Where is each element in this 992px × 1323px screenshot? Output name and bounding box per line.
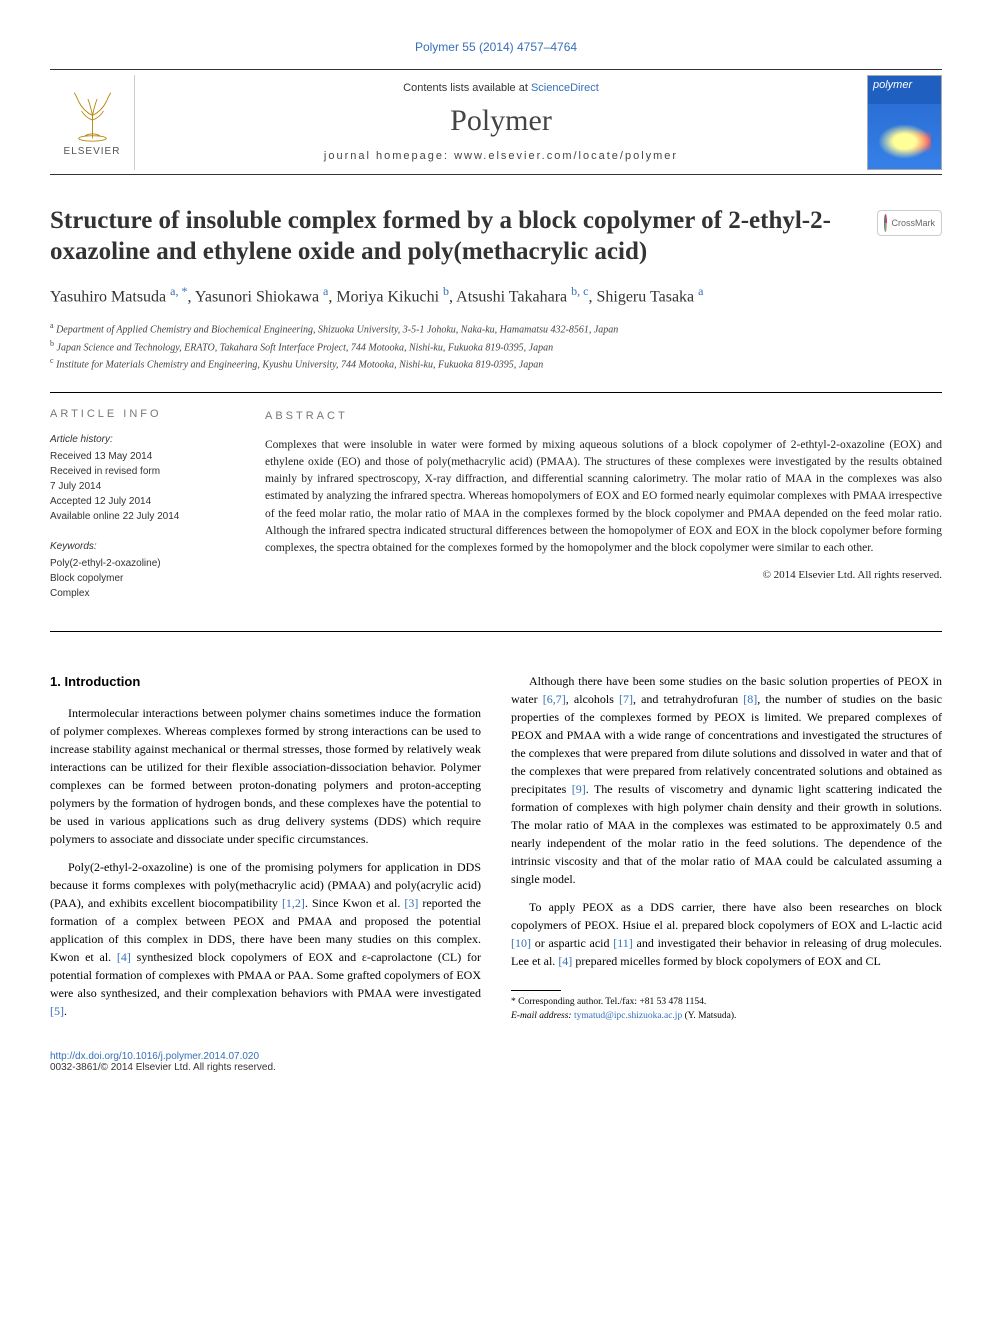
crossmark-label: CrossMark xyxy=(891,218,935,228)
keyword-line: Complex xyxy=(50,586,240,601)
body-two-column: 1. Introduction Intermolecular interacti… xyxy=(50,672,942,1026)
journal-name: Polymer xyxy=(135,104,867,138)
crossmark-icon xyxy=(884,214,887,232)
publisher-logo: ELSEVIER xyxy=(50,75,135,170)
abstract-heading: ABSTRACT xyxy=(265,408,942,425)
body-paragraph: Intermolecular interactions between poly… xyxy=(50,704,481,848)
cover-art-icon xyxy=(878,124,931,159)
sciencedirect-link[interactable]: ScienceDirect xyxy=(531,82,599,94)
history-line: Received 13 May 2014 xyxy=(50,449,240,464)
keyword-line: Block copolymer xyxy=(50,571,240,586)
rule-above-info xyxy=(50,392,942,393)
homepage-url[interactable]: www.elsevier.com/locate/polymer xyxy=(454,150,678,162)
history-line: Accepted 12 July 2014 xyxy=(50,494,240,509)
body-paragraph: Poly(2-ethyl-2-oxazoline) is one of the … xyxy=(50,858,481,1020)
abstract-column: ABSTRACT Complexes that were insoluble i… xyxy=(265,408,942,616)
keywords-block: Keywords: Poly(2-ethyl-2-oxazoline)Block… xyxy=(50,539,240,601)
affiliation-line: a Department of Applied Chemistry and Bi… xyxy=(50,320,942,337)
publisher-name: ELSEVIER xyxy=(64,146,121,157)
body-paragraph: Although there have been some studies on… xyxy=(511,672,942,888)
article-title: Structure of insoluble complex formed by… xyxy=(50,205,857,268)
author-list: Yasuhiro Matsuda a, *, Yasunori Shiokawa… xyxy=(50,283,942,309)
running-citation: Polymer 55 (2014) 4757–4764 xyxy=(50,40,942,54)
footnote-rule xyxy=(511,990,561,991)
masthead-center: Contents lists available at ScienceDirec… xyxy=(135,70,867,174)
keywords-label: Keywords: xyxy=(50,539,240,554)
affiliation-list: a Department of Applied Chemistry and Bi… xyxy=(50,320,942,372)
issn-copyright: 0032-3861/© 2014 Elsevier Ltd. All right… xyxy=(50,1062,942,1073)
history-label: Article history: xyxy=(50,432,240,447)
journal-masthead: ELSEVIER Contents lists available at Sci… xyxy=(50,69,942,175)
article-history-block: Article history: Received 13 May 2014Rec… xyxy=(50,432,240,524)
cover-title: polymer xyxy=(868,76,941,94)
section-heading-intro: 1. Introduction xyxy=(50,672,481,692)
homepage-label: journal homepage: xyxy=(324,150,454,162)
journal-cover-thumbnail: polymer xyxy=(867,75,942,170)
journal-homepage-line: journal homepage: www.elsevier.com/locat… xyxy=(135,150,867,162)
body-paragraph: To apply PEOX as a DDS carrier, there ha… xyxy=(511,898,942,970)
history-line: 7 July 2014 xyxy=(50,479,240,494)
keyword-line: Poly(2-ethyl-2-oxazoline) xyxy=(50,556,240,571)
email-suffix: (Y. Matsuda). xyxy=(682,1011,736,1021)
doi-link[interactable]: http://dx.doi.org/10.1016/j.polymer.2014… xyxy=(50,1051,942,1062)
email-label: E-mail address: xyxy=(511,1011,574,1021)
rule-below-abstract xyxy=(50,631,942,632)
article-info-heading: ARTICLE INFO xyxy=(50,408,240,420)
abstract-text: Complexes that were insoluble in water w… xyxy=(265,437,942,558)
contents-lists-line: Contents lists available at ScienceDirec… xyxy=(135,82,867,94)
crossmark-badge[interactable]: CrossMark xyxy=(877,210,942,236)
corresponding-author-footnote: * Corresponding author. Tel./fax: +81 53… xyxy=(511,996,942,1023)
page-footer: http://dx.doi.org/10.1016/j.polymer.2014… xyxy=(50,1051,942,1073)
abstract-copyright: © 2014 Elsevier Ltd. All rights reserved… xyxy=(265,567,942,584)
article-info-column: ARTICLE INFO Article history: Received 1… xyxy=(50,408,265,616)
affiliation-line: b Japan Science and Technology, ERATO, T… xyxy=(50,338,942,355)
history-line: Available online 22 July 2014 xyxy=(50,509,240,524)
contents-prefix: Contents lists available at xyxy=(403,82,531,94)
corr-email-link[interactable]: tymatud@ipc.shizuoka.ac.jp xyxy=(574,1011,682,1021)
elsevier-tree-icon xyxy=(65,88,120,143)
corr-author-line: * Corresponding author. Tel./fax: +81 53… xyxy=(511,996,942,1009)
affiliation-line: c Institute for Materials Chemistry and … xyxy=(50,355,942,372)
history-line: Received in revised form xyxy=(50,464,240,479)
